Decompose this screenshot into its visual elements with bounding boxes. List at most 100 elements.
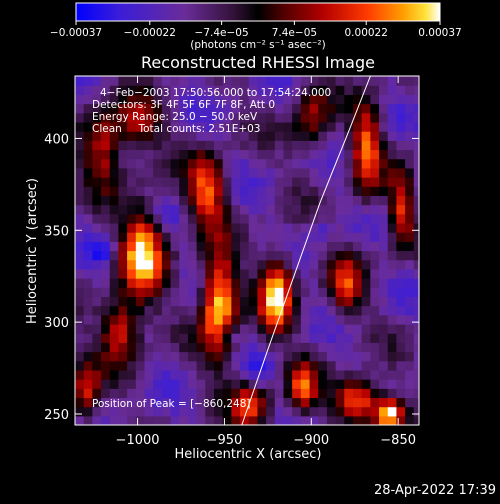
heatmap-cell (344, 158, 354, 169)
heatmap-cell (274, 195, 285, 206)
heatmap-cell (92, 158, 102, 169)
heatmap-cell (318, 278, 328, 288)
heatmap-cell (118, 140, 128, 151)
heatmap-cell (109, 379, 120, 389)
heatmap-cell (92, 268, 102, 279)
heatmap-cell (396, 268, 406, 279)
heatmap-cell (222, 121, 232, 132)
heatmap-cell (213, 250, 224, 261)
heatmap-cell (396, 140, 406, 151)
heatmap-cell (187, 85, 198, 95)
heatmap-cell (83, 406, 93, 417)
heatmap-cell (213, 140, 224, 151)
heatmap-cell (413, 278, 419, 288)
heatmap-cell (379, 177, 389, 187)
heatmap-cell (240, 167, 250, 178)
heatmap-cell (309, 379, 319, 389)
heatmap-cell (300, 397, 311, 408)
heatmap-cell (75, 195, 85, 206)
heatmap-cell (231, 323, 241, 334)
heatmap-cell (266, 342, 276, 353)
heatmap-cell (213, 360, 224, 371)
annotation-energy-range: Energy Range: 25.0 − 50.0 keV (92, 111, 258, 123)
heatmap-cell (387, 287, 398, 298)
heatmap-cell (257, 121, 267, 132)
heatmap-cell (161, 195, 172, 206)
heatmap-cell (196, 103, 206, 114)
heatmap-cell (109, 259, 120, 270)
heatmap-cell (222, 259, 232, 270)
heatmap-cell (352, 278, 363, 288)
heatmap-cell (75, 397, 85, 408)
heatmap-cell (196, 314, 206, 325)
heatmap-cell (370, 158, 380, 169)
heatmap-cell (413, 121, 419, 132)
heatmap-cell (361, 222, 371, 233)
heatmap-cell (309, 94, 319, 105)
heatmap-cell (153, 158, 163, 169)
heatmap-cell (335, 241, 345, 252)
heatmap-cell (231, 296, 241, 307)
heatmap-cell (109, 204, 120, 215)
heatmap-cell (292, 186, 302, 196)
heatmap-cell (101, 259, 111, 270)
heatmap-cell (118, 278, 128, 288)
heatmap-cell (292, 103, 302, 114)
heatmap-cell (318, 103, 328, 114)
heatmap-cell (379, 131, 389, 141)
heatmap-cell (196, 323, 206, 334)
heatmap-cell (379, 323, 389, 334)
heatmap-cell (257, 204, 267, 215)
heatmap-cell (387, 388, 398, 399)
heatmap-cell (361, 397, 371, 408)
heatmap-cell (83, 222, 93, 233)
heatmap-cell (222, 369, 232, 380)
heatmap-cell (118, 296, 128, 307)
heatmap-cell (257, 379, 267, 389)
heatmap-cell (92, 296, 102, 307)
heatmap-cell (318, 360, 328, 371)
heatmap-cell (248, 268, 259, 279)
heatmap-cell (222, 305, 232, 316)
heatmap-cell (144, 121, 154, 132)
heatmap-cell (248, 232, 259, 242)
heatmap-cell (92, 195, 102, 206)
heatmap-cell (326, 76, 337, 86)
heatmap-cell (335, 388, 345, 399)
heatmap-cell (118, 158, 128, 169)
heatmap-cell (144, 351, 154, 362)
heatmap-cell (413, 213, 419, 224)
heatmap-cell (387, 415, 398, 425)
heatmap-cell (179, 333, 189, 343)
heatmap-cell (187, 131, 198, 141)
heatmap-cell (292, 342, 302, 353)
heatmap-cell (92, 415, 102, 425)
heatmap-cell (309, 333, 319, 343)
heatmap-cell (161, 103, 172, 114)
heatmap-cell (109, 103, 120, 114)
heatmap-cell (213, 351, 224, 362)
heatmap-cell (75, 76, 85, 86)
heatmap-cell (387, 186, 398, 196)
heatmap-cell (196, 195, 206, 206)
heatmap-cell (352, 241, 363, 252)
heatmap-cell (127, 415, 137, 425)
heatmap-cell (109, 369, 120, 380)
annotation-clean-counts: Clean Total counts: 2.51E+03 (92, 123, 261, 135)
heatmap-cell (179, 167, 189, 178)
heatmap-cell (379, 397, 389, 408)
heatmap-cell (413, 259, 419, 270)
heatmap-cell (213, 167, 224, 178)
heatmap-cell (335, 268, 345, 279)
heatmap-cell (135, 296, 146, 307)
heatmap-cell (318, 167, 328, 178)
heatmap-cell (179, 296, 189, 307)
heatmap-cell (248, 149, 259, 160)
heatmap-cell (161, 140, 172, 151)
heatmap-cell (92, 94, 102, 105)
heatmap-cell (196, 351, 206, 362)
heatmap-cell (387, 333, 398, 343)
heatmap-cell (161, 149, 172, 160)
heatmap-cell (83, 397, 93, 408)
heatmap-cell (135, 76, 146, 86)
